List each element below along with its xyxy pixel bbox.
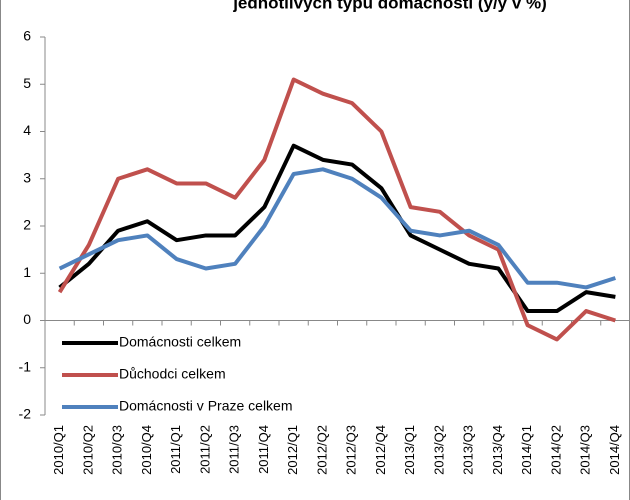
x-tick-label: 2011/Q2 (197, 425, 212, 474)
x-tick-label: 2013/Q2 (431, 425, 446, 475)
legend-label: Domácnosti v Praze celkem (119, 398, 293, 414)
y-tick-label: 2 (23, 217, 31, 233)
x-tick-label: 2012/Q1 (285, 425, 300, 475)
series-line (57, 77, 616, 342)
x-tick-label: 2011/Q3 (227, 425, 242, 474)
series-line (58, 143, 616, 314)
x-tick-label: 2014/Q2 (548, 425, 563, 475)
x-tick-label: 2011/Q1 (168, 425, 183, 474)
series-line (58, 167, 616, 290)
y-tick-label: -2 (19, 406, 32, 422)
x-tick-label: 2013/Q3 (461, 425, 476, 475)
x-tick-label: 2011/Q4 (256, 425, 271, 474)
x-tick-label: 2012/Q3 (344, 425, 359, 475)
y-tick-label: 5 (23, 75, 31, 91)
x-tick-label: 2010/Q4 (139, 425, 154, 475)
x-tick-label: 2014/Q1 (519, 425, 534, 475)
y-tick-label: -1 (19, 358, 32, 374)
y-tick-label: 6 (23, 28, 31, 44)
y-tick-label: 3 (23, 169, 31, 185)
x-tick-label: 2013/Q1 (402, 425, 417, 475)
x-tick-label: 2010/Q3 (110, 425, 125, 475)
x-tick-label: 2012/Q4 (373, 425, 388, 475)
x-tick-label: 2010/Q2 (80, 425, 95, 475)
x-tick-label: 2013/Q4 (490, 425, 505, 475)
y-tick-label: 0 (23, 311, 31, 327)
legend-label: Důchodci celkem (119, 366, 226, 382)
y-tick-label: 1 (23, 264, 31, 280)
x-tick-label: 2014/Q3 (578, 425, 593, 475)
x-tick-label: 2012/Q2 (314, 425, 329, 475)
x-tick-label: 2010/Q1 (51, 425, 66, 475)
y-tick-label: 4 (23, 122, 31, 138)
chart-title: jednotlivých typů domácností (y/y v %) (232, 0, 547, 12)
legend-label: Domácnosti celkem (119, 334, 241, 350)
x-tick-label: 2014/Q4 (607, 425, 622, 475)
